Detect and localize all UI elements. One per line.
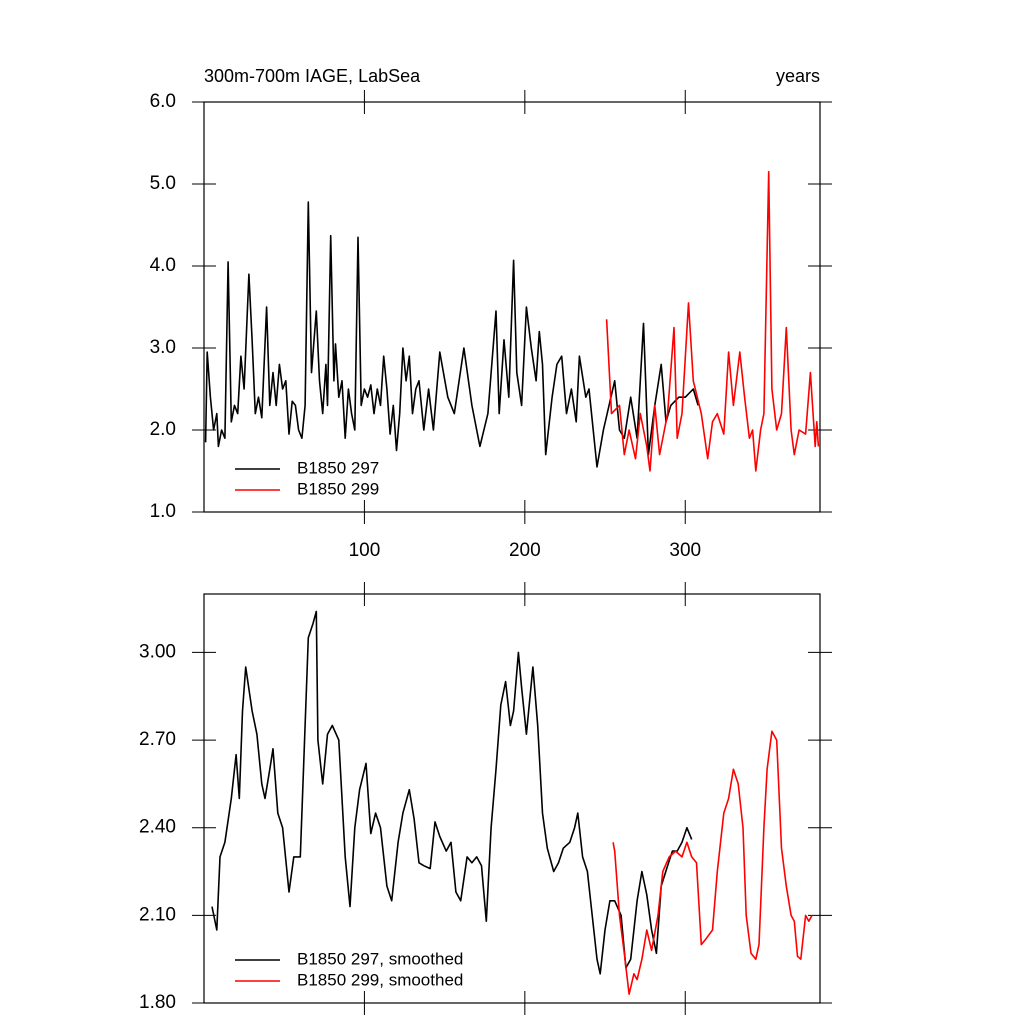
plot-frame — [203, 593, 821, 1004]
plot-frame — [203, 101, 821, 513]
y-tick-label: 5.0 — [150, 173, 176, 194]
y-tick-label: 1.0 — [150, 501, 176, 522]
y-tick-label: 4.0 — [150, 255, 176, 276]
x-tick-label: 100 — [349, 540, 381, 561]
y-tick-label: 2.40 — [139, 817, 176, 838]
data-line — [211, 610, 693, 975]
legend-label: B1850 299, smoothed — [297, 970, 463, 989]
data-line — [204, 201, 699, 468]
legend-label: B1850 299 — [297, 479, 379, 498]
y-tick-label: 3.00 — [139, 641, 176, 662]
chart-title: 300m-700m IAGE, LabSea — [204, 66, 421, 86]
chart-subtitle: years — [776, 66, 820, 86]
x-tick-label: 200 — [509, 540, 541, 561]
y-tick-label: 2.0 — [150, 419, 176, 440]
legend-label: B1850 297 — [297, 458, 379, 477]
y-tick-label: 3.0 — [150, 337, 176, 358]
legend-label: B1850 297, smoothed — [297, 949, 463, 968]
y-tick-label: 2.10 — [139, 904, 176, 925]
data-line — [605, 170, 820, 472]
y-tick-label: 2.70 — [139, 729, 176, 750]
data-line — [612, 730, 813, 995]
y-tick-label: 6.0 — [150, 91, 176, 112]
x-tick-label: 300 — [669, 540, 701, 561]
y-tick-label: 1.80 — [139, 992, 176, 1013]
